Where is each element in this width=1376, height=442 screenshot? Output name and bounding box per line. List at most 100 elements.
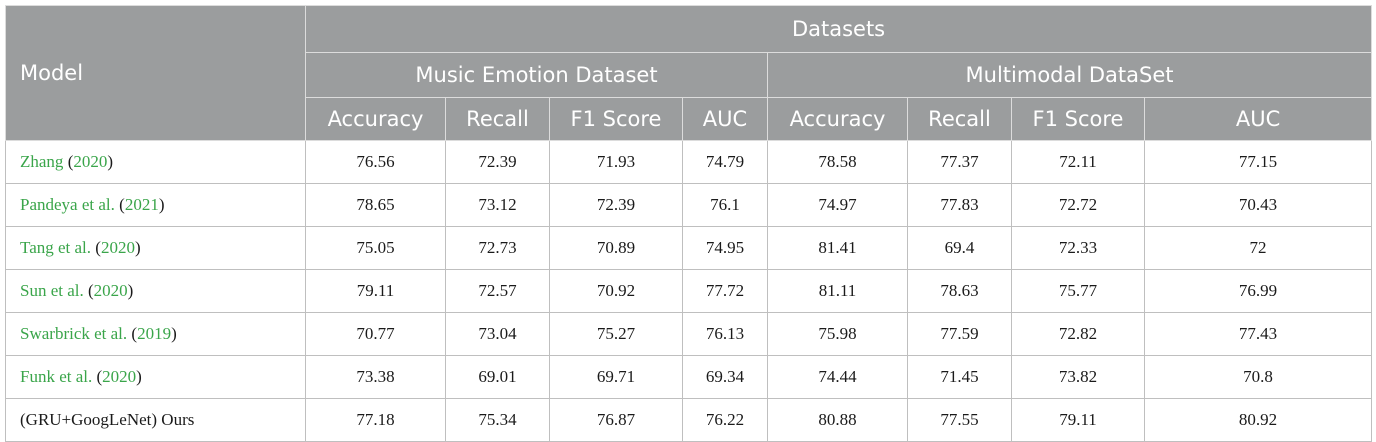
citation-year-link[interactable]: 2019: [137, 324, 172, 343]
value-cell: 71.45: [907, 355, 1012, 399]
citation-close: ): [171, 324, 177, 343]
citation-close: ): [136, 367, 142, 386]
model-name-cell: Zhang (2020): [5, 140, 306, 184]
metric-header: Recall: [907, 97, 1012, 141]
value-cell: 74.79: [682, 140, 768, 184]
datasets-header: Datasets: [304, 5, 1373, 53]
model-name-cell: (GRU+GoogLeNet) Ours: [5, 398, 306, 442]
citation-open: (: [91, 238, 101, 257]
value-cell: 73.04: [445, 312, 550, 356]
value-cell: 72.73: [445, 226, 550, 270]
model-name: Zhang: [20, 152, 64, 171]
value-cell: 72.39: [549, 183, 683, 227]
value-cell: 77.15: [1143, 140, 1373, 184]
value-cell: 77.18: [305, 398, 446, 442]
model-name-cell: Tang et al. (2020): [5, 226, 306, 270]
citation-open: (: [114, 195, 125, 214]
table-row: Swarbrick et al. (2019) 70.77 73.04 75.2…: [5, 312, 1373, 356]
value-cell: 75.05: [305, 226, 446, 270]
value-cell: 75.27: [549, 312, 683, 356]
value-cell: 80.92: [1143, 398, 1373, 442]
value-cell: 72.72: [1011, 183, 1145, 227]
citation-close: ): [134, 238, 141, 257]
metric-header: AUC: [682, 97, 768, 141]
value-cell: 81.11: [767, 269, 908, 313]
value-cell: 70.89: [549, 226, 683, 270]
citation-close: ): [158, 195, 165, 214]
value-cell: 78.63: [907, 269, 1012, 313]
model-name-cell: Sun et al. (2020): [5, 269, 306, 313]
value-cell: 73.82: [1011, 355, 1145, 399]
value-cell: 72.11: [1011, 140, 1145, 184]
value-cell: 77.43: [1143, 312, 1373, 356]
citation-close: ): [107, 152, 114, 171]
table-row: Sun et al. (2020) 79.11 72.57 70.92 77.7…: [5, 269, 1373, 313]
citation-open: (: [63, 152, 74, 171]
value-cell: 69.01: [445, 355, 550, 399]
table-row: Zhang (2020) 76.56 72.39 71.93 74.79 78.…: [5, 140, 1373, 184]
citation-year-link[interactable]: 2020: [93, 281, 128, 300]
citation-year-link[interactable]: 2021: [124, 195, 159, 214]
value-cell: 78.65: [305, 183, 446, 227]
value-cell: 74.44: [767, 355, 908, 399]
metric-header: Accuracy: [305, 97, 446, 141]
value-cell: 70.43: [1143, 183, 1373, 227]
value-cell: 77.37: [907, 140, 1012, 184]
citation-open: (: [92, 367, 103, 386]
citation-close: ): [127, 281, 134, 300]
model-name: Pandeya et al.: [20, 195, 115, 214]
model-name-cell: Pandeya et al. (2021): [5, 183, 306, 227]
value-cell: 70.77: [305, 312, 446, 356]
model-column-header: Model: [5, 5, 306, 141]
value-cell: 73.38: [305, 355, 446, 399]
value-cell: 73.12: [445, 183, 550, 227]
value-cell: 79.11: [1011, 398, 1145, 442]
metric-header: F1 Score: [549, 97, 683, 141]
value-cell: 77.55: [907, 398, 1012, 442]
model-name-cell: Swarbrick et al. (2019): [5, 312, 306, 356]
value-cell: 75.98: [767, 312, 908, 356]
results-table-container: Model Datasets Music Emotion Dataset Mul…: [5, 5, 1373, 442]
metric-header: F1 Score: [1011, 97, 1145, 141]
value-cell: 76.13: [682, 312, 768, 356]
value-cell: 72.82: [1011, 312, 1145, 356]
value-cell: 77.72: [682, 269, 768, 313]
value-cell: 75.34: [445, 398, 550, 442]
model-name-cell: Funk et al. (2020): [5, 355, 306, 399]
value-cell: 72: [1143, 226, 1373, 270]
value-cell: 76.99: [1143, 269, 1373, 313]
value-cell: 81.41: [767, 226, 908, 270]
group-header-multimodal: Multimodal DataSet: [766, 52, 1373, 98]
value-cell: 75.77: [1011, 269, 1145, 313]
value-cell: 69.71: [549, 355, 683, 399]
value-cell: 70.8: [1143, 355, 1373, 399]
results-table: Model Datasets Music Emotion Dataset Mul…: [5, 5, 1373, 442]
value-cell: 80.88: [767, 398, 908, 442]
value-cell: 77.83: [907, 183, 1012, 227]
citation-year-link[interactable]: 2020: [73, 152, 108, 171]
metric-header: Accuracy: [767, 97, 908, 141]
table-row: Funk et al. (2020) 73.38 69.01 69.71 69.…: [5, 355, 1373, 399]
value-cell: 78.58: [767, 140, 908, 184]
model-name: Sun et al.: [20, 281, 84, 300]
value-cell: 76.56: [305, 140, 446, 184]
value-cell: 71.93: [549, 140, 683, 184]
model-name: Swarbrick et al.: [20, 324, 128, 343]
citation-open: (: [127, 324, 138, 343]
group-header-music-emotion: Music Emotion Dataset: [305, 52, 768, 98]
metric-header: AUC: [1143, 97, 1373, 141]
value-cell: 76.87: [549, 398, 683, 442]
table-body: Zhang (2020) 76.56 72.39 71.93 74.79 78.…: [5, 140, 1373, 442]
value-cell: 76.22: [682, 398, 768, 442]
table-row: Tang et al. (2020) 75.05 72.73 70.89 74.…: [5, 226, 1373, 270]
model-name: Funk et al.: [20, 367, 93, 386]
value-cell: 72.33: [1011, 226, 1145, 270]
citation-year-link[interactable]: 2020: [102, 367, 137, 386]
model-name: Tang et al.: [20, 238, 92, 257]
citation-open: (: [83, 281, 94, 300]
value-cell: 76.1: [682, 183, 768, 227]
value-cell: 72.57: [445, 269, 550, 313]
value-cell: 74.97: [767, 183, 908, 227]
value-cell: 72.39: [445, 140, 550, 184]
citation-year-link[interactable]: 2020: [100, 238, 135, 257]
